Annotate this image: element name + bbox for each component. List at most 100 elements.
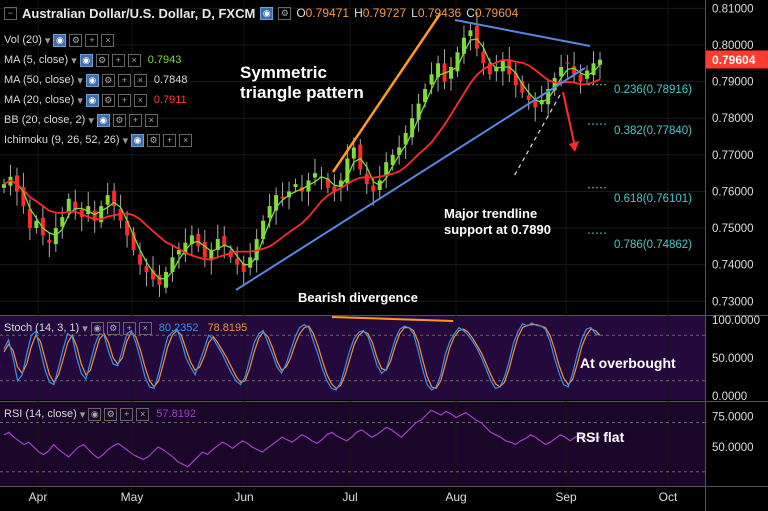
stoch-tick-label: 50.0000 bbox=[712, 353, 754, 365]
candle-body bbox=[598, 59, 602, 65]
candle-body bbox=[254, 239, 259, 261]
collapse-icon[interactable]: − bbox=[4, 6, 17, 20]
candle-body bbox=[461, 37, 466, 54]
candle-body bbox=[494, 66, 499, 72]
stoch-divergence-line bbox=[331, 316, 454, 322]
rsi-flat-annotation: RSI flat bbox=[576, 429, 625, 445]
candle-body bbox=[533, 99, 538, 108]
price-tick-label: 0.75000 bbox=[712, 223, 754, 235]
candle-body bbox=[325, 178, 330, 188]
x-tick-label: Jul bbox=[342, 490, 357, 504]
candle-body bbox=[21, 187, 26, 207]
indicator-label: BB (20, close, 2) bbox=[4, 114, 86, 126]
settings-icon[interactable]: ⚙ bbox=[101, 73, 115, 87]
add-icon[interactable]: + bbox=[120, 407, 134, 421]
eye-icon[interactable]: ◉ bbox=[85, 73, 99, 87]
close-icon[interactable]: × bbox=[144, 113, 158, 127]
price-tick-label: 0.80000 bbox=[712, 40, 754, 52]
stoch-label: Stoch (14, 3, 1) bbox=[4, 322, 80, 334]
candle-body bbox=[474, 25, 479, 49]
indicator-row-bb: BB (20, close, 2) ▾ ◉ ⚙ + × bbox=[4, 112, 158, 128]
candle-body bbox=[429, 74, 434, 85]
add-icon[interactable]: + bbox=[85, 33, 99, 47]
candle-body bbox=[261, 220, 266, 240]
chevron-down-icon[interactable]: ▾ bbox=[82, 322, 88, 335]
candle-body bbox=[423, 88, 428, 103]
candle-body bbox=[99, 206, 104, 223]
ohlc-close: C0.79604 bbox=[466, 6, 519, 20]
chevron-down-icon[interactable]: ▾ bbox=[44, 34, 51, 47]
close-icon[interactable]: × bbox=[136, 407, 150, 421]
candle-body bbox=[176, 250, 181, 255]
price-tick-label: 0.76000 bbox=[712, 186, 754, 198]
candle-body bbox=[60, 217, 65, 227]
candle-body bbox=[384, 162, 389, 177]
candle-body bbox=[40, 217, 45, 236]
candle-body bbox=[53, 228, 58, 245]
settings-icon[interactable]: ⚙ bbox=[69, 33, 83, 47]
candle-body bbox=[131, 232, 136, 251]
x-tick-label: Oct bbox=[659, 490, 678, 504]
eye-icon[interactable]: ◉ bbox=[96, 113, 110, 127]
eye-icon[interactable]: ◉ bbox=[85, 93, 99, 107]
support-annotation-line2: support at 0.7890 bbox=[444, 222, 551, 237]
close-icon[interactable]: × bbox=[179, 133, 193, 147]
price-tick-label: 0.74000 bbox=[712, 260, 754, 272]
bearish-arrow bbox=[562, 91, 576, 148]
indicator-row-vol: Vol (20) ▾ ◉ ⚙ + × bbox=[4, 32, 115, 48]
close-icon[interactable]: × bbox=[133, 73, 147, 87]
chevron-down-icon[interactable]: ▾ bbox=[77, 94, 83, 107]
settings-icon[interactable]: ⚙ bbox=[106, 321, 120, 335]
settings-icon[interactable]: ⚙ bbox=[101, 93, 115, 107]
settings-icon[interactable]: ⚙ bbox=[112, 113, 126, 127]
close-icon[interactable]: × bbox=[101, 33, 115, 47]
candle-body bbox=[559, 66, 564, 77]
candle-body bbox=[27, 209, 32, 229]
candle-body bbox=[267, 206, 272, 218]
candle-body bbox=[138, 254, 143, 265]
fib-label-0236: 0.236(0.78916) bbox=[614, 84, 692, 96]
settings-icon[interactable]: ⚙ bbox=[95, 53, 109, 67]
eye-icon[interactable]: ◉ bbox=[260, 6, 274, 20]
add-icon[interactable]: + bbox=[163, 133, 177, 147]
stoch-panel-bg bbox=[0, 316, 705, 400]
settings-icon[interactable]: ⚙ bbox=[278, 6, 292, 20]
fib-label-0786: 0.786(0.74862) bbox=[614, 239, 692, 251]
settings-icon[interactable]: ⚙ bbox=[104, 407, 118, 421]
add-icon[interactable]: + bbox=[111, 53, 125, 67]
candle-body bbox=[565, 62, 570, 64]
add-icon[interactable]: + bbox=[122, 321, 136, 335]
eye-icon[interactable]: ◉ bbox=[53, 33, 67, 47]
chevron-down-icon[interactable]: ▾ bbox=[79, 408, 86, 421]
candle-body bbox=[112, 190, 117, 207]
candle-body bbox=[86, 206, 91, 215]
candle-body bbox=[397, 147, 402, 155]
candle-body bbox=[552, 77, 557, 91]
ascending-trendline bbox=[235, 67, 586, 291]
close-icon[interactable]: × bbox=[138, 321, 152, 335]
rsi-line bbox=[3, 409, 601, 468]
settings-icon[interactable]: ⚙ bbox=[147, 133, 161, 147]
candle-body bbox=[578, 74, 583, 82]
close-icon[interactable]: × bbox=[133, 93, 147, 107]
candle-body bbox=[163, 271, 168, 288]
candle-body bbox=[274, 195, 279, 211]
candle-body bbox=[2, 184, 6, 188]
candle-body bbox=[585, 70, 590, 79]
chevron-down-icon[interactable]: ▾ bbox=[71, 54, 77, 67]
chevron-down-icon[interactable]: ▾ bbox=[122, 134, 129, 147]
eye-icon[interactable]: ◉ bbox=[88, 407, 102, 421]
close-icon[interactable]: × bbox=[127, 53, 141, 67]
candle-body bbox=[416, 103, 421, 120]
candle-body bbox=[338, 180, 343, 188]
chevron-down-icon[interactable]: ▾ bbox=[77, 74, 83, 87]
descending-trendline bbox=[454, 19, 591, 47]
stoch-legend: Stoch (14, 3, 1) ▾ ◉ ⚙ + × 80.2352 78.81… bbox=[4, 320, 247, 336]
eye-icon[interactable]: ◉ bbox=[79, 53, 93, 67]
eye-icon[interactable]: ◉ bbox=[131, 133, 145, 147]
chevron-down-icon[interactable]: ▾ bbox=[88, 114, 94, 127]
add-icon[interactable]: + bbox=[117, 73, 131, 87]
eye-icon[interactable]: ◉ bbox=[90, 321, 104, 335]
add-icon[interactable]: + bbox=[128, 113, 142, 127]
add-icon[interactable]: + bbox=[117, 93, 131, 107]
